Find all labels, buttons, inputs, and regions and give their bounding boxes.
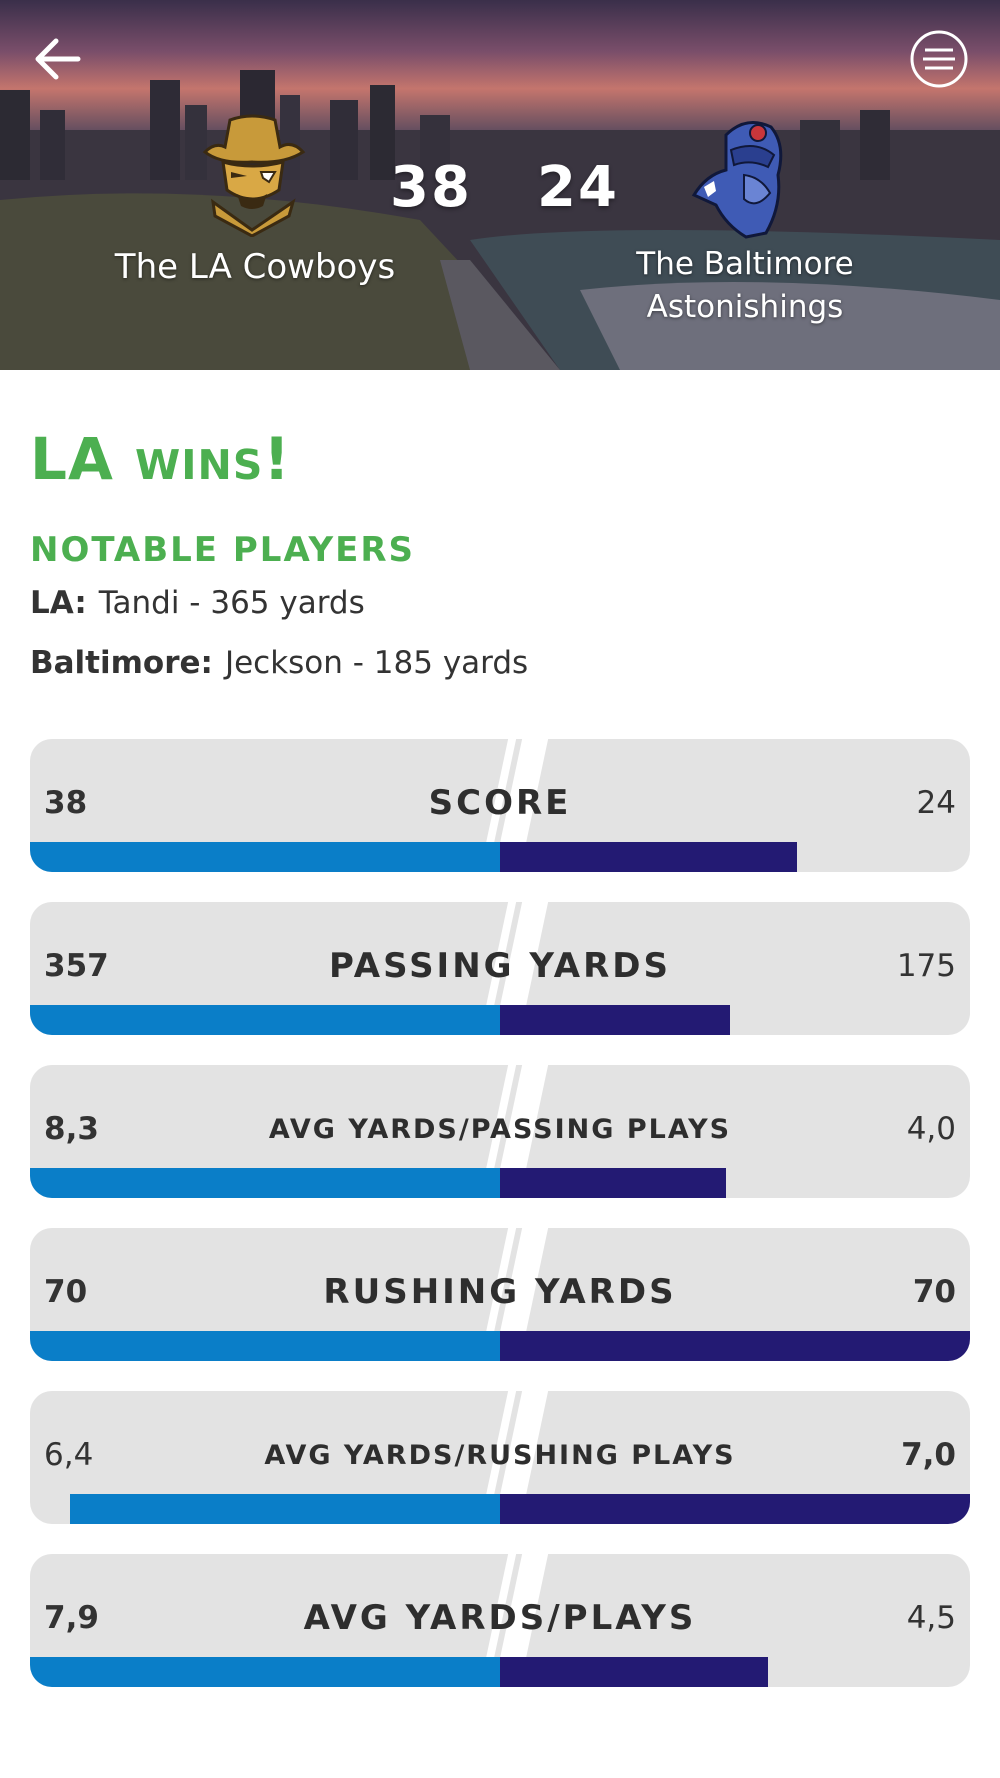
home-stat-bar <box>30 1657 500 1687</box>
cowboys-logo-icon <box>202 114 306 237</box>
home-score: 38 <box>390 155 472 220</box>
stat-home-value: 8,3 <box>44 1111 99 1147</box>
notable-players-title: NOTABLE PLAYERS <box>30 530 416 570</box>
astonishings-logo-icon <box>691 121 783 239</box>
stat-home-value: 6,4 <box>44 1437 94 1473</box>
stat-card-rushing-yards: 70 RUSHING YARDS 70 <box>30 1228 970 1361</box>
game-header: The LA Cowboys The Baltimore Astonishing… <box>0 0 1000 370</box>
notable-player-la-text: Tandi - 365 yards <box>98 585 365 621</box>
stat-home-value: 38 <box>44 785 88 821</box>
stat-away-value: 24 <box>916 785 956 821</box>
home-stat-bar <box>30 1168 500 1198</box>
stat-label: AVG YARDS/PASSING PLAYS <box>268 1114 732 1145</box>
stat-label: RUSHING YARDS <box>323 1272 677 1312</box>
home-team-name: The LA Cowboys <box>114 247 396 287</box>
stat-label: PASSING YARDS <box>329 946 671 986</box>
city-skyline-background <box>0 70 1000 370</box>
away-score: 24 <box>537 155 619 220</box>
arrow-left-icon <box>35 38 81 80</box>
result-headline: LA wins! <box>30 425 291 493</box>
notable-player-la: LA: Tandi - 365 yards <box>30 585 365 621</box>
menu-icon[interactable] <box>910 30 968 88</box>
away-team-name-line2: Astonishings <box>646 289 844 325</box>
stat-home-value: 357 <box>44 948 109 984</box>
notable-player-la-label: LA: <box>30 585 87 621</box>
away-team-name-line1: The Baltimore <box>636 246 854 282</box>
away-stat-bar <box>500 1331 970 1361</box>
notable-player-baltimore-text: Jeckson - 185 yards <box>224 645 529 681</box>
away-team-name: The Baltimore Astonishings <box>605 243 885 329</box>
stat-card-avg-yards-passing-plays: 8,3 AVG YARDS/PASSING PLAYS 4,0 <box>30 1065 970 1198</box>
away-stat-bar <box>500 842 797 872</box>
home-stat-bar <box>30 842 500 872</box>
away-stat-bar <box>500 1494 970 1524</box>
stat-label: AVG YARDS/RUSHING PLAYS <box>264 1440 736 1471</box>
stat-away-value: 4,5 <box>906 1600 956 1636</box>
stat-label: AVG YARDS/PLAYS <box>303 1598 697 1638</box>
stat-card-avg-yards-plays: 7,9 AVG YARDS/PLAYS 4,5 <box>30 1554 970 1687</box>
back-button[interactable] <box>30 32 84 86</box>
home-stat-bar <box>30 1005 500 1035</box>
stat-card-score: 38 SCORE 24 <box>30 739 970 872</box>
stat-card-passing-yards: 357 PASSING YARDS 175 <box>30 902 970 1035</box>
stat-card-avg-yards-rushing-plays: 6,4 AVG YARDS/RUSHING PLAYS 7,0 <box>30 1391 970 1524</box>
away-stat-bar <box>500 1168 726 1198</box>
stat-away-value: 70 <box>912 1274 956 1310</box>
stat-away-value: 4,0 <box>906 1111 956 1147</box>
stat-away-value: 7,0 <box>901 1437 956 1473</box>
notable-player-baltimore: Baltimore: Jeckson - 185 yards <box>30 645 528 681</box>
stat-away-value: 175 <box>896 948 956 984</box>
notable-player-baltimore-label: Baltimore: <box>30 645 213 681</box>
stat-home-value: 7,9 <box>44 1600 99 1636</box>
away-stat-bar <box>500 1005 730 1035</box>
home-stat-bar <box>70 1494 500 1524</box>
home-stat-bar <box>30 1331 500 1361</box>
away-stat-bar <box>500 1657 768 1687</box>
stat-label: SCORE <box>428 783 572 823</box>
stat-home-value: 70 <box>44 1274 88 1310</box>
